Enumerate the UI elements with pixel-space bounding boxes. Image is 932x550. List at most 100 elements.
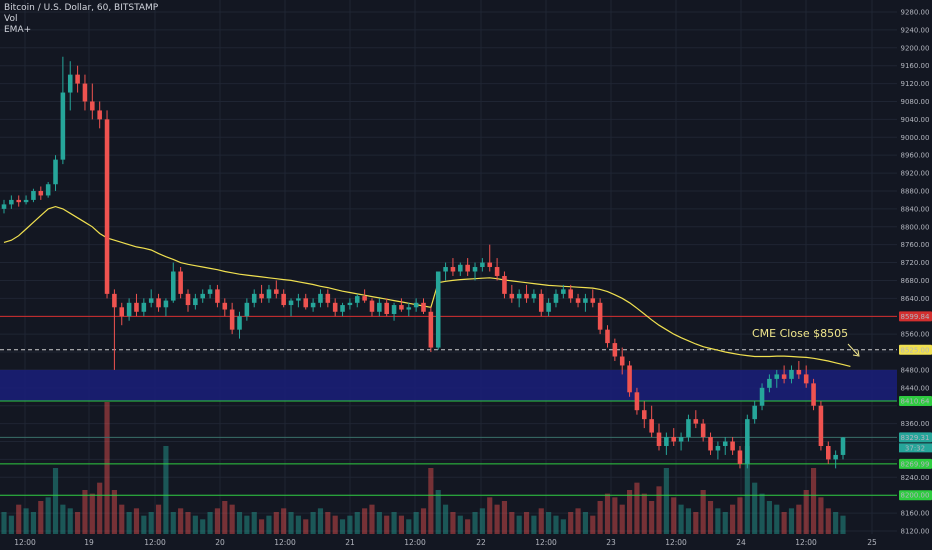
- symbol-title[interactable]: Bitcoin / U.S. Dollar, 60, BITSTAMP: [4, 3, 159, 13]
- candle-body: [193, 298, 198, 306]
- candle-body: [737, 450, 743, 464]
- candle-body: [656, 432, 662, 446]
- candle-body: [619, 356, 625, 366]
- volume-bar: [16, 504, 22, 534]
- last-price-sub-label: 37:32: [905, 444, 925, 452]
- volume-bar: [148, 512, 154, 534]
- volume-bar: [332, 515, 338, 534]
- volume-bar: [111, 490, 117, 534]
- volume-bar: [259, 519, 265, 534]
- volume-bar: [163, 446, 169, 534]
- price-zone: [0, 369, 897, 401]
- candle-body: [1, 204, 7, 209]
- candle-body: [156, 298, 161, 308]
- price-tick-label: 8960.00: [901, 152, 930, 160]
- candle-body: [288, 300, 294, 306]
- candle-body: [16, 199, 22, 203]
- candle-body: [90, 101, 95, 111]
- candle-body: [458, 264, 463, 272]
- candle-body: [325, 293, 331, 303]
- candle-body: [833, 454, 838, 460]
- volume-bar: [435, 490, 441, 534]
- volume-bar: [788, 508, 795, 534]
- candle-body: [546, 302, 551, 312]
- ema-line: [3, 205, 851, 367]
- volume-bar: [141, 515, 147, 534]
- volume-bar: [354, 512, 360, 534]
- volume-bar: [619, 504, 625, 534]
- volume-bar: [339, 519, 346, 534]
- blue-zone-rect: [0, 369, 897, 401]
- volume-bar: [391, 512, 397, 534]
- candle-body: [296, 298, 301, 301]
- price-tick-label: 9040.00: [901, 116, 930, 124]
- volume-bar: [818, 497, 824, 534]
- volume-indicator-label[interactable]: Vol: [4, 14, 18, 24]
- candle-body: [141, 302, 147, 312]
- volume-bar: [612, 497, 618, 534]
- volume-bar: [23, 508, 29, 534]
- volume-bar: [634, 482, 640, 534]
- candle-body: [237, 316, 242, 330]
- chart-legend: Bitcoin / U.S. Dollar, 60, BITSTAMP Vol …: [4, 3, 158, 36]
- candle-body: [229, 309, 235, 330]
- level-price-label: 8599.84: [901, 313, 930, 321]
- candle-body: [502, 275, 507, 294]
- volume-bars: [1, 402, 846, 534]
- volume-bar: [546, 512, 552, 534]
- candle-body: [627, 365, 632, 393]
- volume-bar: [244, 515, 250, 534]
- candle-body: [354, 296, 360, 303]
- time-tick-label: 24: [736, 538, 746, 547]
- volume-bar: [281, 508, 287, 534]
- candle-body: [170, 271, 176, 301]
- candle-body: [391, 305, 397, 315]
- candle-body: [818, 405, 824, 446]
- candle-body: [480, 262, 485, 268]
- candle-body: [722, 441, 728, 446]
- volume-bar: [597, 501, 603, 534]
- price-axis[interactable]: 8599.84 8525.00 8410.64 8329.31 37:32 8269.99…: [899, 9, 932, 536]
- candle-body: [200, 293, 205, 299]
- price-tick-label: 9080.00: [901, 98, 930, 106]
- volume-bar: [67, 508, 73, 534]
- level-price-label: 8269.99: [901, 460, 930, 468]
- candle-body: [266, 289, 272, 299]
- level-price-tag: [899, 344, 932, 355]
- candle-body: [450, 267, 456, 272]
- volume-bar: [376, 512, 382, 534]
- volume-bar: [693, 512, 699, 534]
- volume-bar: [200, 519, 206, 534]
- candle-body: [413, 302, 419, 308]
- candle-body: [700, 423, 706, 438]
- candle-body: [332, 302, 338, 312]
- price-tick-label: 9240.00: [901, 26, 930, 34]
- volume-bar: [656, 486, 662, 534]
- volume-bar: [501, 501, 508, 534]
- candle-body: [664, 437, 669, 446]
- volume-bar: [781, 512, 787, 534]
- volume-bar: [700, 490, 706, 534]
- volume-bar: [75, 512, 81, 534]
- volume-bar: [568, 512, 574, 534]
- volume-bar: [604, 493, 611, 534]
- volume-bar: [737, 497, 743, 534]
- level-price-tag: [899, 458, 932, 469]
- candle-body: [825, 445, 831, 460]
- candle-body: [399, 305, 404, 310]
- time-axis[interactable]: 12:00 19 12:00 20 12:00 21 12:00 22 12:00 23 12:00…: [14, 538, 877, 547]
- level-price-label: 8329.31: [901, 434, 930, 442]
- volume-bar: [774, 504, 780, 534]
- volume-bar: [288, 512, 294, 534]
- candle-body: [347, 302, 353, 306]
- price-tick-label: 8920.00: [901, 170, 930, 178]
- candle-body: [465, 264, 470, 272]
- ema-indicator-label[interactable]: EMA+: [4, 25, 32, 35]
- candle-body: [75, 74, 80, 84]
- level-price-tag: [899, 311, 932, 322]
- volume-bar: [266, 515, 272, 534]
- candle-body: [310, 302, 316, 308]
- volume-bar: [553, 515, 559, 534]
- level-price-tag: [899, 490, 932, 501]
